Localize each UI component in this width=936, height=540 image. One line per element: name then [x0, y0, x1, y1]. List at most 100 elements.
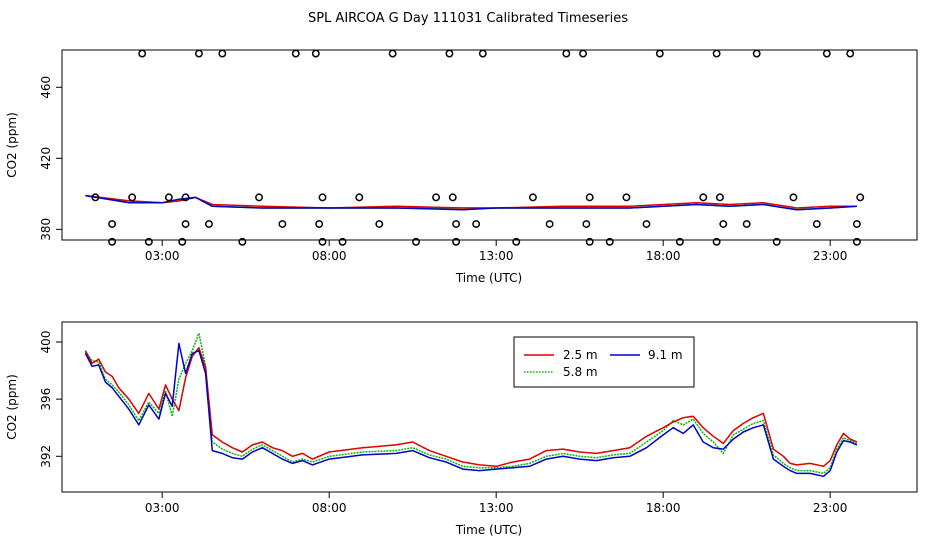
bottom-y-axis: 392 396 400	[39, 331, 62, 468]
top-marker-point	[448, 193, 457, 202]
legend-box	[513, 336, 695, 388]
top-marker-point	[719, 220, 728, 228]
bottom-x-tick-label: 18:00	[646, 501, 681, 515]
bottom-y-axis-label: CO2 (ppm)	[5, 374, 19, 440]
bottom-series-2-5-mline	[84, 346, 858, 468]
top-marker-point	[315, 220, 324, 228]
top-marker-point	[655, 49, 664, 58]
top-y-tick-label: 380	[39, 218, 53, 241]
top-marker-point	[181, 193, 190, 202]
top-marker-point	[278, 220, 287, 228]
top-marker-point	[822, 49, 831, 58]
top-marker-point	[812, 220, 821, 228]
top-marker-point	[255, 193, 264, 202]
legend-label-5-8m: 5.8 m	[563, 365, 598, 379]
top-marker-point	[452, 237, 461, 246]
top-marker-point	[355, 193, 364, 202]
top-y-tick-label: 460	[39, 76, 53, 99]
bottom-series-9-1-mline	[84, 342, 858, 478]
top-marker-point	[512, 237, 521, 246]
top-marker-point	[712, 49, 721, 58]
top-marker-point	[545, 220, 554, 228]
top-marker-point	[712, 237, 721, 246]
legend-label-2-5m: 2.5 m	[563, 348, 598, 362]
top-x-tick-label: 03:00	[145, 249, 180, 263]
bottom-x-tick-label: 23:00	[813, 501, 848, 515]
top-y-axis-label: CO2 (ppm)	[5, 112, 19, 178]
legend: 2.5 m 9.1 m 5.8 m	[513, 336, 695, 388]
bottom-y-tick-label: 396	[39, 388, 53, 411]
top-marker-point	[478, 49, 487, 58]
bottom-panel: 03:00 08:00 13:00 18:00 23:00 392 396 400 Time…	[5, 321, 918, 537]
top-marker-point	[144, 237, 153, 246]
bottom-x-tick-label: 08:00	[312, 501, 347, 515]
top-marker-point	[846, 49, 855, 58]
top-marker-point	[852, 237, 861, 246]
top-marker-point	[311, 49, 320, 58]
top-marker-point	[338, 237, 347, 246]
top-marker-point	[715, 193, 724, 202]
top-marker-point	[772, 237, 781, 246]
top-marker-point	[291, 49, 300, 58]
top-series-9-1-mline	[85, 194, 857, 211]
top-plot-frame	[61, 49, 918, 241]
top-marker-point	[205, 220, 213, 228]
top-marker-point	[579, 49, 587, 58]
bottom-x-tick-label: 03:00	[145, 501, 180, 515]
legend-label-9-1m: 9.1 m	[648, 348, 683, 362]
top-marker-point	[605, 237, 614, 246]
top-panel: 03:00 08:00 13:00 18:00 23:00 380 420 460 Time…	[5, 49, 918, 285]
top-x-tick-label: 18:00	[646, 249, 681, 263]
top-y-tick-label: 420	[39, 147, 53, 170]
top-series-2-5-mline	[85, 194, 857, 209]
top-marker-point	[852, 220, 861, 228]
top-marker-point	[412, 237, 420, 246]
top-marker-point	[178, 237, 187, 246]
figure-title: SPL AIRCOA G Day 111031 Calibrated Times…	[308, 11, 628, 26]
top-marker-point	[128, 193, 137, 202]
top-x-tick-label: 23:00	[813, 249, 848, 263]
top-marker-point	[91, 193, 100, 202]
top-series-lines	[85, 194, 857, 211]
top-marker-point	[699, 193, 708, 202]
bottom-plot-frame	[61, 321, 918, 493]
top-marker-point	[472, 220, 481, 228]
top-marker-point	[585, 237, 594, 246]
bottom-x-axis: 03:00 08:00 13:00 18:00 23:00	[145, 492, 848, 515]
top-markers	[91, 49, 865, 246]
top-marker-point	[108, 237, 117, 246]
top-y-axis: 380 420 460	[39, 76, 62, 241]
top-x-axis: 03:00 08:00 13:00 18:00 23:00	[145, 240, 848, 263]
top-marker-point	[318, 193, 327, 202]
top-marker-point	[752, 49, 761, 58]
top-marker-point	[452, 220, 461, 228]
top-marker-point	[856, 193, 865, 202]
top-marker-point	[318, 237, 327, 246]
top-marker-point	[562, 49, 571, 58]
top-marker-point	[218, 49, 227, 58]
top-marker-point	[528, 193, 537, 202]
top-marker-point	[742, 220, 751, 228]
top-marker-point	[582, 220, 591, 228]
top-marker-point	[445, 49, 454, 58]
bottom-x-tick-label: 13:00	[479, 501, 514, 515]
top-marker-point	[194, 49, 203, 58]
top-marker-point	[642, 220, 651, 228]
top-x-tick-label: 13:00	[479, 249, 514, 263]
bottom-y-tick-label: 400	[39, 331, 53, 354]
top-marker-point	[375, 220, 384, 228]
top-marker-point	[622, 193, 631, 202]
top-marker-point	[585, 193, 594, 202]
top-marker-point	[238, 237, 247, 246]
top-x-axis-label: Time (UTC)	[455, 271, 522, 285]
bottom-y-tick-label: 392	[39, 445, 53, 468]
top-x-tick-label: 08:00	[312, 249, 347, 263]
bottom-x-axis-label: Time (UTC)	[455, 523, 522, 537]
top-marker-point	[164, 193, 173, 202]
top-marker-point	[138, 49, 147, 58]
top-marker-point	[675, 237, 684, 246]
top-marker-point	[789, 193, 798, 202]
top-marker-point	[108, 220, 117, 228]
bottom-series-lines	[84, 332, 858, 478]
